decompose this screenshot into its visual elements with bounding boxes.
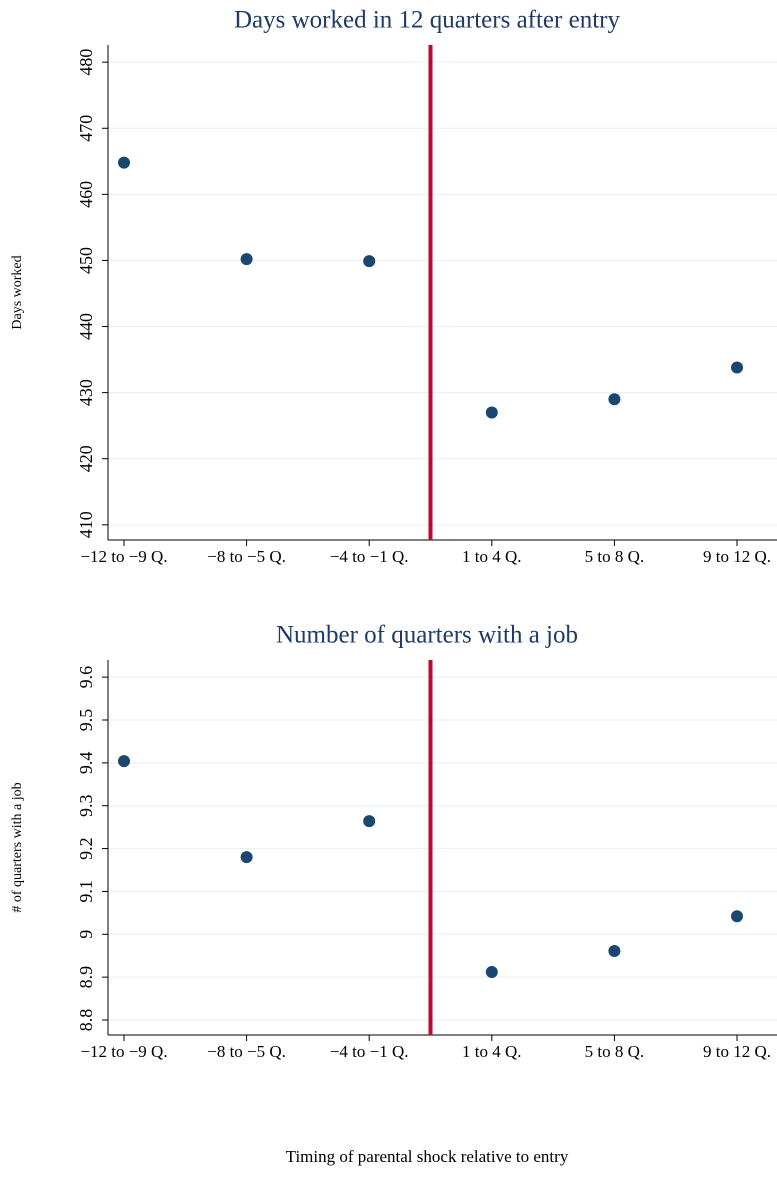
point <box>608 945 621 957</box>
y-tick-label: 480 <box>76 49 96 76</box>
y-tick-label: 9.5 <box>76 709 96 732</box>
point <box>240 253 253 266</box>
point <box>118 156 130 169</box>
point <box>240 851 253 864</box>
x-tick-label: 1 to 4 Q. <box>462 547 522 566</box>
y-tick-label: 9.1 <box>76 880 96 903</box>
x-tick-label: −8 to −5 Q. <box>207 1042 286 1061</box>
x-tick-label: −4 to −1 Q. <box>330 1042 409 1061</box>
y-tick-label: 8.9 <box>76 966 96 989</box>
y-tick-label: 9.3 <box>76 794 96 817</box>
y-tick-label: 430 <box>76 379 96 406</box>
point <box>731 361 743 374</box>
x-tick-label: −12 to −9 Q. <box>80 547 167 566</box>
y-tick-label: 9.2 <box>76 837 96 860</box>
x-tick-label: 9 to 12 Q. <box>703 1042 771 1061</box>
x-tick-label: 5 to 8 Q. <box>585 547 645 566</box>
y-tick-label: 460 <box>76 181 96 208</box>
point <box>363 815 376 828</box>
y-tick-label: 470 <box>76 115 96 142</box>
x-tick-label: −4 to −1 Q. <box>330 547 409 566</box>
x-tick-label: −12 to −9 Q. <box>80 1042 167 1061</box>
chart-title: Number of quarters with a job <box>276 622 578 649</box>
point <box>731 910 743 923</box>
y-tick-label: 420 <box>76 445 96 472</box>
x-tick-label: 1 to 4 Q. <box>462 1042 522 1061</box>
point <box>485 966 498 978</box>
x-tick-label: −8 to −5 Q. <box>207 547 286 566</box>
y-tick-label: 9.4 <box>76 752 96 775</box>
y-tick-label: 410 <box>76 511 96 538</box>
y-axis-label: # of quarters with a job <box>10 782 25 912</box>
y-tick-label: 450 <box>76 247 96 274</box>
y-tick-label: 9.6 <box>76 666 96 689</box>
chart-title: Days worked in 12 quarters after entry <box>234 7 620 34</box>
x-axis-label: Timing of parental shock relative to ent… <box>286 1147 569 1166</box>
point <box>118 755 130 768</box>
x-tick-label: 9 to 12 Q. <box>703 547 771 566</box>
y-axis-label: Days worked <box>10 255 25 329</box>
point <box>608 393 621 406</box>
y-tick-label: 440 <box>76 313 96 340</box>
point <box>363 255 376 268</box>
x-tick-label: 5 to 8 Q. <box>585 1042 645 1061</box>
y-tick-label: 9 <box>76 930 96 939</box>
y-tick-label: 8.8 <box>76 1009 96 1032</box>
point <box>485 406 498 419</box>
